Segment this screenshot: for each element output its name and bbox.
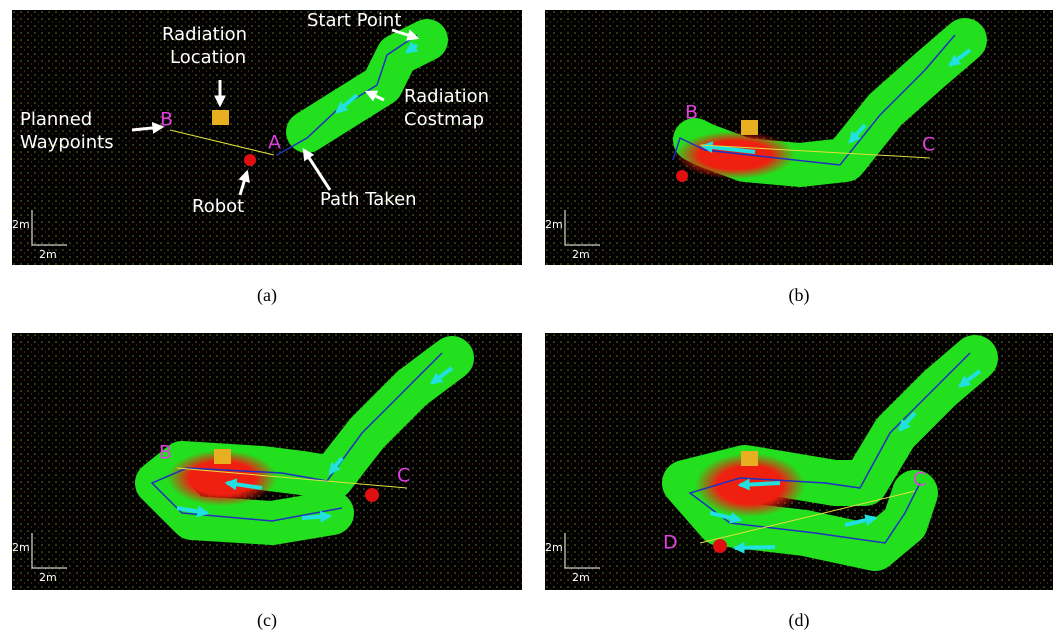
robot xyxy=(244,154,256,166)
page: {"panels": [ {"caption": "(a)", "scale":… xyxy=(0,0,1064,639)
scale-label: 2m xyxy=(39,571,57,584)
panel-d: C D 2m 2m xyxy=(545,333,1053,590)
annotation: Start Point xyxy=(307,10,401,31)
annotation: Costmap xyxy=(404,109,484,130)
waypoint-label: D xyxy=(663,532,678,554)
panel-a: Start Point Radiation Location Planned W… xyxy=(12,10,522,265)
radiation-icon xyxy=(212,110,229,125)
panel-c: B C 2m 2m xyxy=(12,333,522,590)
caption: (b) xyxy=(789,285,810,306)
path-arrow xyxy=(740,483,780,485)
waypoint-label: B xyxy=(160,109,173,131)
scale-label: 2m xyxy=(12,541,30,554)
annotation: Robot xyxy=(192,196,244,217)
robot xyxy=(365,488,379,502)
annotation: Path Taken xyxy=(320,189,417,210)
waypoint-label: B xyxy=(159,442,172,464)
path-arrow xyxy=(302,516,330,518)
scale-label: 2m xyxy=(545,218,563,231)
robot xyxy=(713,539,727,553)
figure: Start Point Radiation Location Planned W… xyxy=(0,0,1064,639)
annotation: Radiation xyxy=(404,86,489,107)
scale-label: 2m xyxy=(545,541,563,554)
scale-label: 2m xyxy=(572,571,590,584)
caption: (d) xyxy=(789,610,810,631)
waypoint-label: B xyxy=(685,102,698,124)
annotation: Planned xyxy=(20,109,92,130)
path-arrow xyxy=(735,547,775,548)
waypoint-label: A xyxy=(268,132,281,154)
waypoint-label: C xyxy=(397,465,410,487)
radiation-icon xyxy=(741,120,758,135)
caption: (a) xyxy=(257,285,277,306)
waypoint-label: C xyxy=(913,469,926,491)
scale-label: 2m xyxy=(572,248,590,261)
radiation-icon xyxy=(741,451,758,466)
annotation: Waypoints xyxy=(20,132,114,153)
annotation: Radiation xyxy=(162,24,247,45)
radiation-icon xyxy=(214,449,231,464)
robot xyxy=(676,170,688,182)
radiation-costmap xyxy=(675,131,795,179)
scale-label: 2m xyxy=(39,248,57,261)
waypoint-label: C xyxy=(922,134,935,156)
panel-b: B C 2m 2m xyxy=(545,10,1053,265)
caption: (c) xyxy=(257,610,277,631)
scale-label: 2m xyxy=(12,218,30,231)
annotation: Location xyxy=(170,47,246,68)
